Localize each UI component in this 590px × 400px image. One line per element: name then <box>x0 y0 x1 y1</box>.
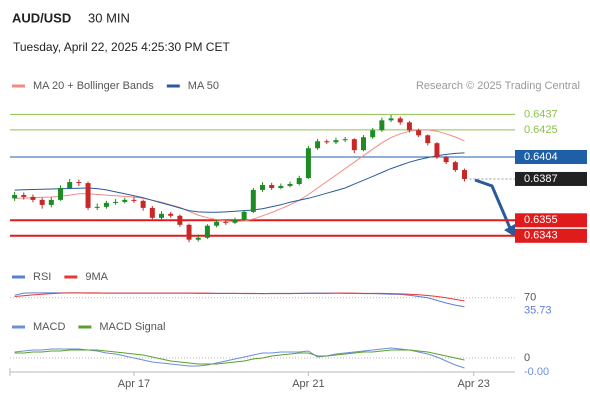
candle-body <box>462 170 467 179</box>
candle-body <box>406 122 412 131</box>
candle-body <box>103 202 109 207</box>
legend-label: 9MA <box>85 271 108 283</box>
level-label-box <box>515 150 587 164</box>
candle-body <box>333 140 339 143</box>
candle-body <box>12 194 18 199</box>
candle-body <box>397 118 403 123</box>
candle-body <box>361 137 366 151</box>
candle-body <box>177 215 183 225</box>
candle-body <box>370 130 376 138</box>
candle-body <box>140 200 146 208</box>
candle-body <box>416 130 422 136</box>
candle-body <box>159 213 164 218</box>
x-tick-label: Apr 21 <box>292 378 324 390</box>
candle-body <box>214 221 220 226</box>
candle-body <box>379 120 385 131</box>
chart-title: AUD/USD <box>12 10 71 25</box>
candle-body <box>223 221 229 223</box>
last-value-label: 35.73 <box>524 305 552 317</box>
level-label: 0.6355 <box>524 214 558 226</box>
legend-label: RSI <box>33 271 51 283</box>
forecast-arrowhead <box>504 224 515 237</box>
candle-body <box>452 162 458 171</box>
subtitle: Tuesday, April 22, 2025 4:25:30 PM CET <box>13 40 230 54</box>
level-label: 0.6425 <box>524 124 558 136</box>
level-label: 0.6387 <box>524 173 558 185</box>
candle-body <box>388 118 394 121</box>
candle-body <box>131 199 137 201</box>
y-tick-label: 0 <box>524 352 530 364</box>
candle-body <box>186 224 192 240</box>
candle-body <box>204 225 210 238</box>
series-line <box>14 129 465 223</box>
candle-body <box>94 206 100 208</box>
forecast-arrow <box>474 178 512 229</box>
candle-body <box>67 182 73 188</box>
candle-body <box>342 139 348 141</box>
series-line <box>14 292 465 302</box>
legend-label: MA 20 + Bollinger Bands <box>33 80 154 92</box>
candle-body <box>76 182 82 184</box>
level-label-box <box>515 228 587 243</box>
y-tick-label: 70 <box>524 292 536 304</box>
candle-body <box>434 143 440 158</box>
level-label: 0.6437 <box>524 108 558 120</box>
candle-body <box>278 185 284 188</box>
series-line <box>14 152 465 213</box>
candle-body <box>21 194 27 197</box>
candle-body <box>260 185 265 190</box>
legend-label: MA 50 <box>188 80 219 92</box>
candle-body <box>241 211 247 220</box>
level-label-box <box>515 213 587 228</box>
last-value-label: -0.00 <box>524 366 549 378</box>
level-label: 0.6343 <box>524 230 558 242</box>
candle-body <box>287 183 293 186</box>
series-line <box>14 292 465 308</box>
series-line <box>14 349 465 365</box>
candle-body <box>168 213 174 216</box>
x-tick-label: Apr 23 <box>457 378 489 390</box>
candle-body <box>39 199 45 205</box>
timeframe: 30 MIN <box>88 10 130 25</box>
candle-body <box>232 219 238 223</box>
candle-body <box>425 135 431 144</box>
level-label: 0.6404 <box>524 151 558 163</box>
candle-body <box>113 201 119 203</box>
candle-body <box>305 148 311 179</box>
candle-body <box>351 139 357 151</box>
x-tick-label: Apr 17 <box>118 378 150 390</box>
candle-body <box>315 141 321 149</box>
candle-body <box>85 183 91 208</box>
candle-body <box>30 196 36 200</box>
candle-body <box>269 185 275 188</box>
candle-body <box>149 207 155 218</box>
legend-label: MACD <box>33 321 65 333</box>
level-label-box <box>515 171 587 186</box>
legend-label: MACD Signal <box>99 321 165 333</box>
candle-body <box>48 199 54 205</box>
candle-body <box>296 178 302 184</box>
candle-body <box>250 189 256 212</box>
candle-body <box>122 199 128 202</box>
candle-body <box>324 141 330 143</box>
candle-body <box>195 237 201 240</box>
candle-body <box>58 188 63 200</box>
candle-body <box>443 157 449 163</box>
credit: Research © 2025 Trading Central <box>416 80 580 92</box>
